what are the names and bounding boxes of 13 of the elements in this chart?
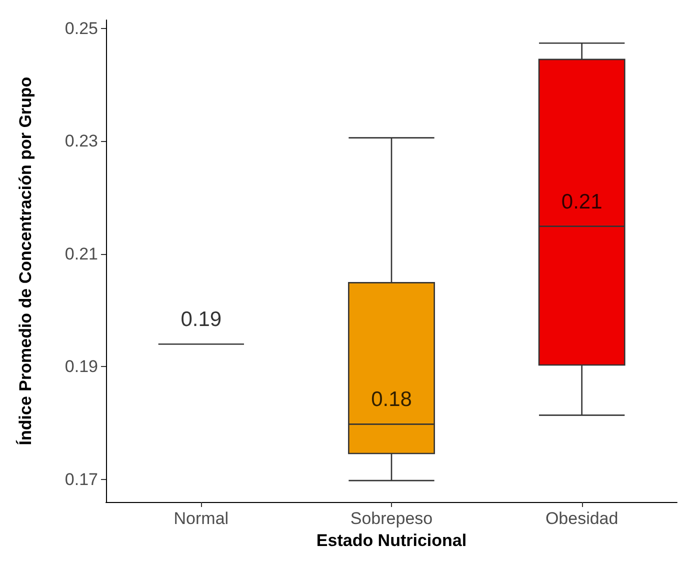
y-tick-label: 0.23 bbox=[64, 132, 98, 151]
y-tick-label: 0.17 bbox=[64, 470, 98, 489]
annotation: 0.18 bbox=[371, 388, 412, 412]
x-axis-title: Estado Nutricional bbox=[316, 531, 467, 550]
y-tick-label: 0.19 bbox=[64, 357, 98, 376]
y-axis-title: Índice Promedio de Concentración por Grupo bbox=[15, 76, 35, 446]
x-tick-label: Obesidad bbox=[545, 509, 618, 528]
annotation: 0.19 bbox=[180, 308, 222, 332]
annotation: 0.21 bbox=[561, 190, 602, 214]
x-tick-label: Sobrepeso bbox=[350, 509, 433, 528]
y-tick-label: 0.21 bbox=[64, 244, 98, 264]
x-tick-label: Normal bbox=[174, 509, 229, 528]
y-tick-label: 0.25 bbox=[64, 18, 98, 38]
